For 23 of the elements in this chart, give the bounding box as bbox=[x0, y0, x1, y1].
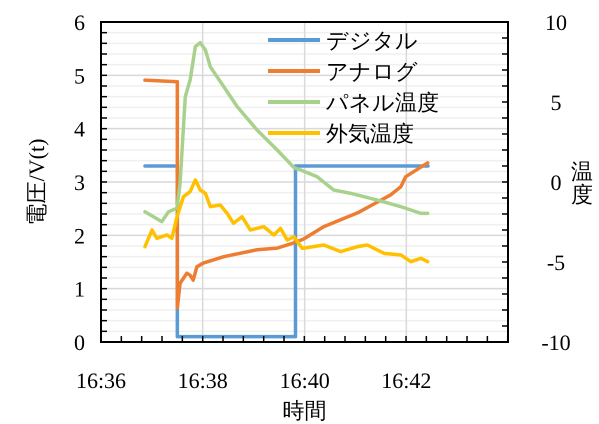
y-axis-title: 電圧/V(t) bbox=[24, 138, 49, 226]
y2-tick-label: -10 bbox=[541, 330, 571, 355]
y-tick-label: 5 bbox=[74, 63, 85, 88]
y2-tick-label: 0 bbox=[550, 170, 562, 195]
x-tick-label: 16:42 bbox=[381, 368, 432, 393]
x-tick-label: 16:40 bbox=[280, 368, 330, 393]
y2-tick-label: 5 bbox=[550, 90, 562, 115]
y-tick-label: 2 bbox=[74, 223, 85, 248]
y-tick-label: 3 bbox=[74, 170, 85, 195]
y-tick-label: 6 bbox=[74, 10, 85, 35]
legend-label: 外気温度 bbox=[326, 121, 414, 146]
y-tick-label: 4 bbox=[74, 116, 85, 142]
x-tick-label: 16:38 bbox=[178, 368, 228, 393]
y2-axis-title: 温度 bbox=[571, 159, 593, 208]
y2-tick-label: -5 bbox=[546, 250, 566, 275]
y2-tick-label: 10 bbox=[545, 10, 567, 35]
legend-label: アナログ bbox=[326, 59, 418, 84]
x-axis-title: 時間 bbox=[282, 398, 326, 423]
legend-label: デジタル bbox=[326, 28, 418, 53]
y-tick-label: 1 bbox=[74, 276, 85, 302]
legend-label: パネル温度 bbox=[325, 90, 439, 115]
y-tick-label: 0 bbox=[74, 330, 85, 355]
x-tick-label: 16:36 bbox=[76, 368, 126, 393]
